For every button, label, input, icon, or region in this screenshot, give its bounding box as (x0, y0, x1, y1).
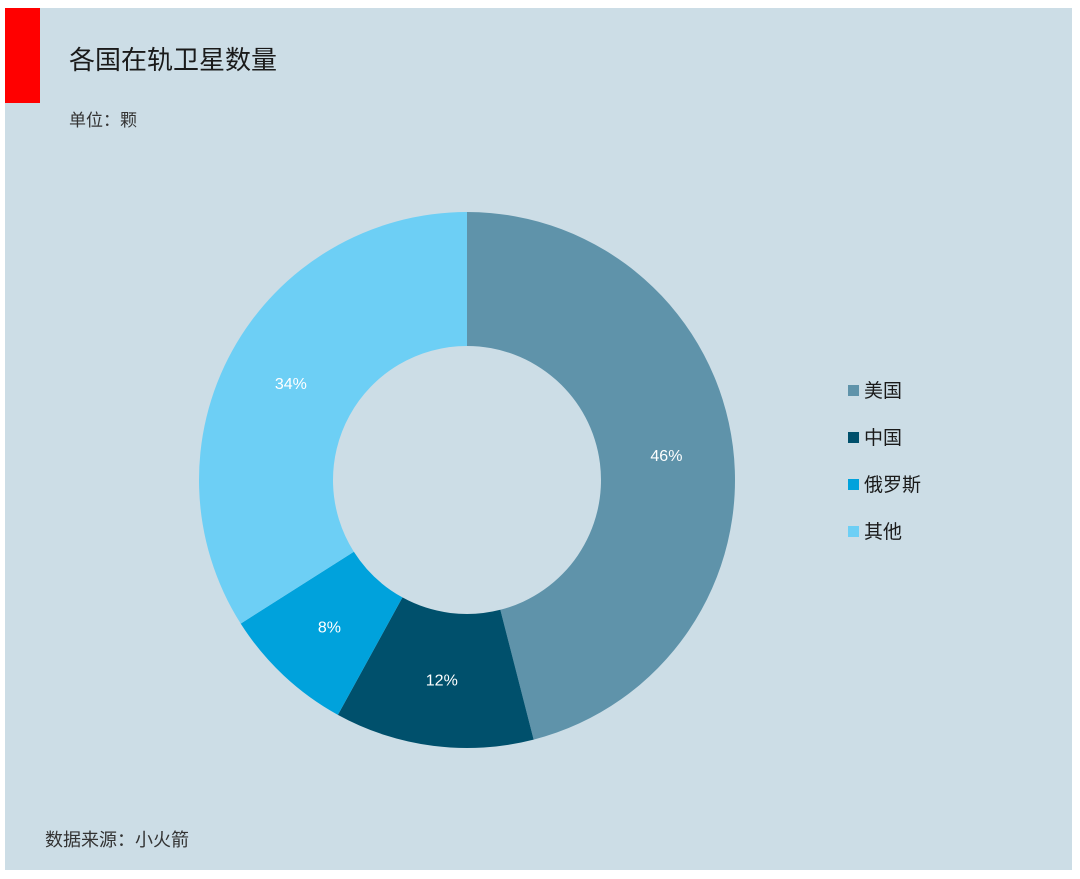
data-source-note: 数据来源：小火箭 (45, 830, 189, 851)
donut-slices (198, 211, 735, 748)
legend-label: 美国 (864, 380, 902, 402)
legend-swatch (848, 479, 859, 490)
chart-unit-label: 单位：颗 (69, 111, 137, 131)
legend-swatch (848, 526, 859, 537)
legend-label: 俄罗斯 (864, 474, 921, 496)
slice-data-label: 46% (650, 448, 682, 465)
donut-slice (467, 212, 735, 740)
title-accent-bar (5, 8, 40, 103)
legend-label: 其他 (864, 521, 902, 543)
slice-data-label: 12% (426, 672, 458, 689)
slice-labels: 46% 12% 8% 34% (275, 376, 683, 689)
donut-slice (198, 211, 467, 624)
donut-slice (240, 551, 403, 715)
chart-panel: 各国在轨卫星数量 单位：颗 46% 12% 8% 34% 美国中国俄罗斯其他 数据来源… (5, 8, 1072, 870)
legend-swatch (848, 432, 859, 443)
legend-label: 中国 (864, 427, 902, 449)
slice-data-label: 34% (275, 376, 307, 393)
legend-swatch (848, 385, 859, 396)
chart-title: 各国在轨卫星数量 (69, 46, 278, 76)
slice-data-label: 8% (318, 620, 341, 637)
donut-slice (337, 597, 534, 748)
